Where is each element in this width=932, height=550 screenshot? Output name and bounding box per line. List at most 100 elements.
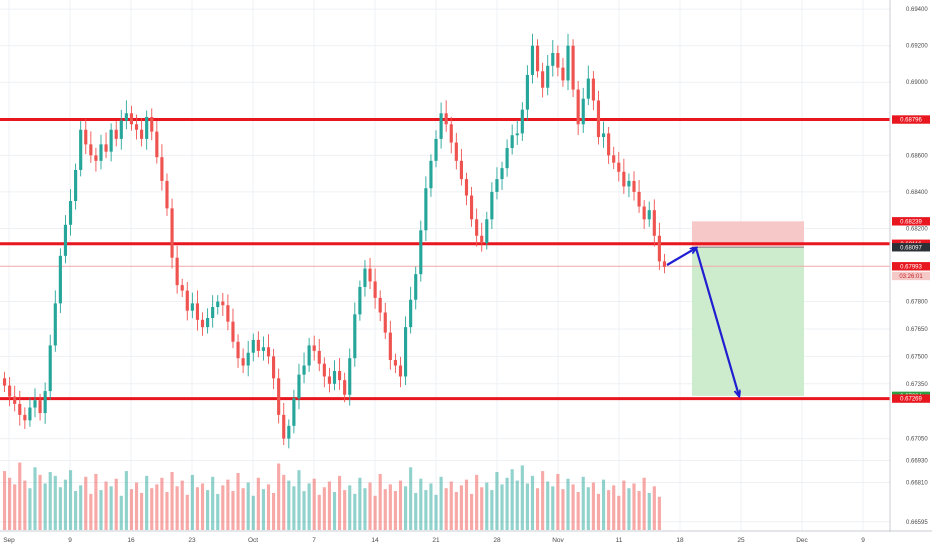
candle-body	[297, 374, 301, 399]
volume-bar	[332, 492, 337, 530]
candle-body	[241, 358, 245, 366]
x-tick-label: Sep	[3, 537, 15, 544]
volume-bar	[145, 475, 149, 530]
candle-body	[175, 257, 179, 286]
candle-body	[63, 224, 68, 256]
volume-bar	[63, 479, 68, 530]
candle-body	[261, 347, 266, 351]
candle-body	[398, 365, 403, 377]
x-tick-label: 23	[188, 537, 196, 544]
volume-bar	[206, 490, 210, 530]
candle-body	[388, 332, 392, 361]
volume-bar	[190, 474, 194, 530]
volume-bar	[175, 486, 179, 530]
candle-body	[256, 339, 260, 351]
volume-bar	[277, 463, 281, 530]
volume-bar	[566, 478, 570, 530]
candle-body	[393, 360, 397, 366]
volume-bar	[317, 494, 321, 530]
candle-body	[200, 319, 205, 328]
short-position-tool[interactable]	[692, 221, 804, 396]
y-tick-label: 0.69200	[906, 44, 928, 50]
volume-bar	[261, 489, 266, 530]
projection-arrow[interactable]	[694, 247, 739, 396]
volume-bar	[338, 475, 342, 530]
volume-bar	[256, 477, 260, 530]
candle-body	[114, 129, 118, 139]
x-tick-label: Dec	[796, 537, 808, 544]
x-tick-label: 9	[861, 537, 865, 544]
candle-body	[541, 71, 545, 88]
volume-bar	[129, 489, 134, 530]
candle-body	[662, 261, 667, 267]
candle-body	[251, 339, 255, 353]
volume-bar	[657, 496, 661, 530]
volume-bar	[33, 467, 37, 530]
volume-bar	[642, 477, 646, 530]
candle-body	[576, 89, 580, 125]
candle-body	[43, 391, 47, 414]
candle-body	[2, 378, 7, 386]
volume-bar	[18, 462, 22, 530]
position-reward-zone[interactable]	[692, 247, 804, 396]
candle-body	[414, 274, 418, 300]
volume-bar	[287, 480, 291, 530]
y-tick-label: 0.67800	[906, 300, 928, 306]
x-tick-label: 16	[127, 537, 135, 544]
candle-body	[601, 133, 606, 138]
y-tick-label: 0.66595	[906, 520, 928, 526]
candle-body	[94, 155, 98, 161]
projection-arrows[interactable]	[666, 247, 739, 396]
volume-bar	[439, 476, 443, 530]
volume-bar	[581, 476, 585, 530]
y-tick-label: 0.68600	[906, 153, 928, 159]
candle-body	[236, 341, 240, 359]
candle-body	[68, 201, 73, 225]
volume-bar	[515, 480, 519, 530]
candle-body	[190, 303, 194, 311]
price-tag-label: 0.67993	[900, 264, 922, 270]
price-tag-bg	[892, 217, 930, 226]
volume-bar	[551, 486, 555, 530]
volume-bar	[68, 470, 73, 530]
volume-bar	[343, 490, 347, 530]
volume-bar	[449, 481, 453, 530]
candle-body	[480, 235, 484, 244]
candle-body	[170, 208, 174, 258]
volume-bar	[444, 488, 448, 530]
candle-body	[596, 100, 601, 138]
volume-bar	[79, 485, 83, 530]
price-tag-bg	[892, 394, 930, 403]
candle-body	[363, 268, 367, 287]
volume-bar	[576, 492, 580, 530]
candle-body	[510, 135, 514, 149]
candle-body	[206, 318, 210, 328]
price-tag: 0.68796	[892, 115, 930, 124]
grid	[0, 0, 890, 530]
volume-bar	[84, 476, 88, 530]
projection-arrow[interactable]	[666, 248, 696, 266]
volume-bar	[266, 484, 271, 530]
price-tag-bg	[892, 115, 930, 124]
volume-bar	[195, 487, 200, 530]
candle-body	[302, 365, 306, 375]
x-tick-label: 25	[737, 537, 745, 544]
x-tick-label: 7	[312, 537, 316, 544]
candle-body	[490, 191, 494, 220]
price-tags: 0.687960.682390.681160.680970.6799303:26…	[892, 115, 930, 403]
volume-bar	[327, 481, 331, 530]
y-tick-label: 0.66810	[906, 480, 928, 486]
volume-bar	[378, 473, 382, 530]
candle-body	[33, 400, 37, 408]
volume-bar	[612, 485, 616, 530]
volume-bar	[185, 494, 189, 530]
x-tick-label: 28	[493, 537, 501, 544]
volume-bar	[348, 485, 352, 530]
volume-bar	[170, 472, 174, 530]
price-tag: 0.67993	[892, 262, 930, 271]
volume-bar	[475, 474, 479, 530]
price-tag: 0.67269	[892, 394, 930, 403]
candle-body	[459, 160, 463, 180]
candle-body	[28, 407, 32, 421]
